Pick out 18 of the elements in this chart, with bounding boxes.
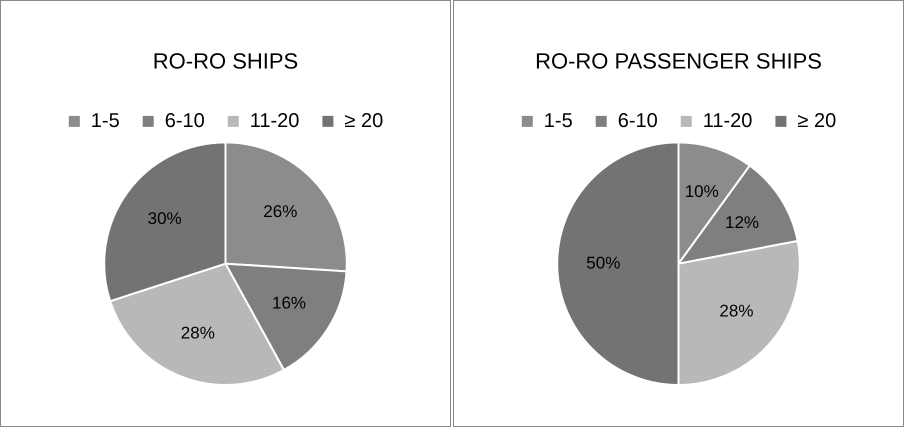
data-label: 28% bbox=[180, 323, 215, 342]
legend-label: 11-20 bbox=[702, 110, 752, 132]
legend-label: 1-5 bbox=[90, 110, 120, 132]
data-label: 30% bbox=[148, 209, 182, 228]
legend-label: ≥ 20 bbox=[344, 110, 384, 132]
data-label: 10% bbox=[684, 182, 719, 201]
legend-label: ≥ 20 bbox=[797, 110, 836, 132]
data-label: 50% bbox=[586, 253, 620, 272]
legend-label: 1-5 bbox=[544, 110, 573, 132]
legend-label: 11-20 bbox=[250, 110, 300, 132]
legend-label: 6-10 bbox=[164, 110, 205, 132]
data-label: 16% bbox=[272, 294, 306, 313]
chart-title: RO-RO PASSENGER SHIPS bbox=[535, 48, 822, 74]
data-label: 12% bbox=[724, 213, 760, 232]
data-label: 28% bbox=[719, 301, 754, 320]
data-label: 26% bbox=[263, 202, 298, 221]
legend-label: 6-10 bbox=[618, 110, 658, 132]
chart-title: RO-RO SHIPS bbox=[152, 48, 298, 74]
